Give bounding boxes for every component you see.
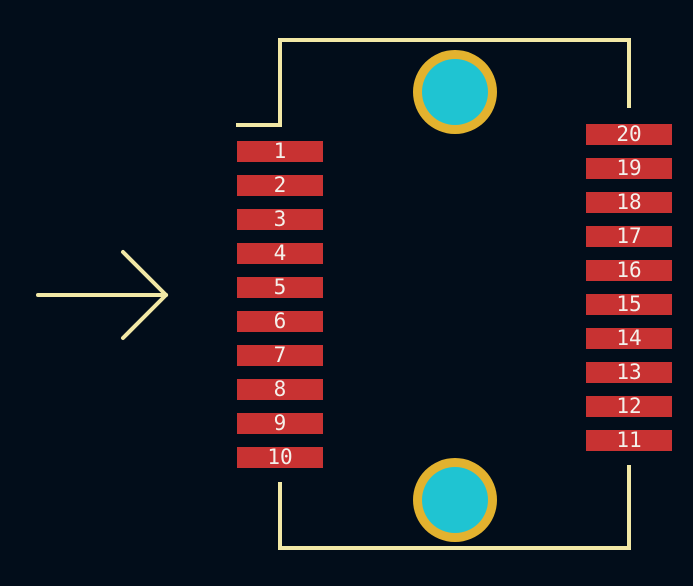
mounting-hole-top bbox=[413, 50, 497, 134]
pad-11[interactable]: 11 bbox=[586, 430, 672, 451]
pad-4[interactable]: 4 bbox=[237, 243, 323, 264]
pad-18[interactable]: 18 bbox=[586, 192, 672, 213]
pad-12[interactable]: 12 bbox=[586, 396, 672, 417]
pad-7[interactable]: 7 bbox=[237, 345, 323, 366]
pad-13[interactable]: 13 bbox=[586, 362, 672, 383]
pad-9[interactable]: 9 bbox=[237, 413, 323, 434]
pad-17[interactable]: 17 bbox=[586, 226, 672, 247]
pad-2[interactable]: 2 bbox=[237, 175, 323, 196]
pad-1[interactable]: 1 bbox=[237, 141, 323, 162]
pad-6[interactable]: 6 bbox=[237, 311, 323, 332]
silkscreen-outline-top bbox=[236, 38, 631, 127]
silkscreen-outline-bottom bbox=[278, 465, 631, 550]
pad-20[interactable]: 20 bbox=[586, 124, 672, 145]
mounting-hole-bottom bbox=[413, 458, 497, 542]
pad-16[interactable]: 16 bbox=[586, 260, 672, 281]
pad-5[interactable]: 5 bbox=[237, 277, 323, 298]
pad-3[interactable]: 3 bbox=[237, 209, 323, 230]
pad-15[interactable]: 15 bbox=[586, 294, 672, 315]
pad-10[interactable]: 10 bbox=[237, 447, 323, 468]
pad-19[interactable]: 19 bbox=[586, 158, 672, 179]
pad-14[interactable]: 14 bbox=[586, 328, 672, 349]
pad-8[interactable]: 8 bbox=[237, 379, 323, 400]
right-arrow-icon bbox=[36, 250, 168, 340]
